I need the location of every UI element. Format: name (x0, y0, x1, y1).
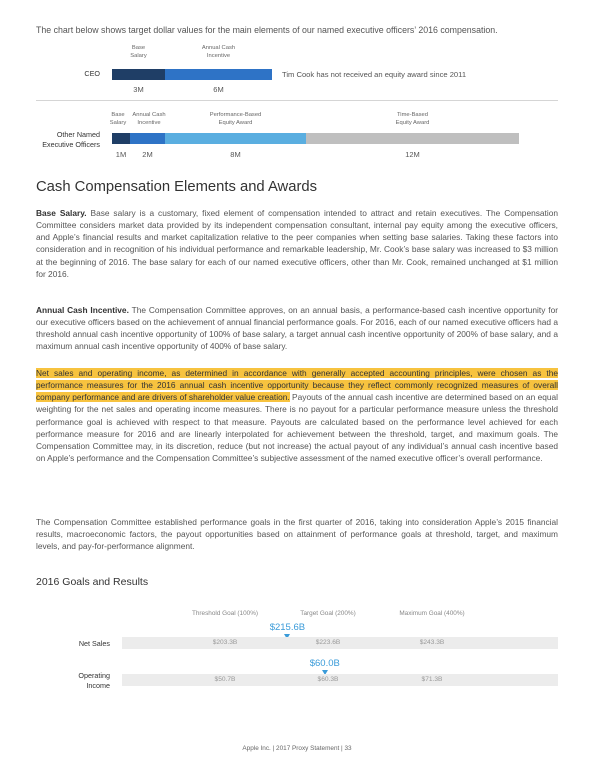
neo-perf-equity-value: 8M (230, 150, 241, 159)
net-sales-label: Net Sales (78, 639, 110, 648)
net-sales-target-value: $223.6B (315, 639, 341, 646)
ceo-cash-incentive-bar (165, 69, 272, 80)
net-sales-threshold-value: $203.3B (212, 639, 238, 646)
ceo-base-salary-value: 3M (133, 85, 144, 94)
neo-base-salary-label: Base Salary (109, 112, 127, 126)
annual-cash-paragraph: Annual Cash Incentive. The Compensation … (36, 304, 558, 353)
neo-perf-equity-label: Performance-Based Equity Award (209, 112, 262, 126)
operating-income-result-marker (321, 670, 328, 675)
operating-income-maximum-value: $71.3B (421, 676, 443, 683)
ceo-base-salary-label: Base Salary (130, 45, 147, 59)
operating-income-threshold-value: $50.7B (214, 676, 236, 683)
net-sales-result: $215.6B (269, 622, 306, 633)
operating-income-target-value: $60.3B (317, 676, 339, 683)
neo-perf-equity-bar (165, 133, 306, 144)
neo-base-salary-bar (112, 133, 130, 144)
neo-cash-incentive-label: Annual Cash Incentive (132, 112, 166, 126)
net-sales-maximum-value: $243.3B (419, 639, 445, 646)
base-salary-text: Base salary is a customary, fixed elemen… (36, 208, 558, 279)
neo-row-label: Other Named Executive Officers (42, 130, 100, 149)
neo-base-salary-value: 1M (115, 150, 127, 159)
base-salary-heading: Base Salary. (36, 208, 87, 218)
base-salary-paragraph: Base Salary. Base salary is a customary,… (36, 207, 558, 280)
neo-cash-incentive-bar (130, 133, 165, 144)
chart-divider (36, 100, 558, 101)
net-sales-track: $203.3B $223.6B $243.3B (122, 637, 558, 649)
section-title: Cash Compensation Elements and Awards (36, 179, 318, 195)
ceo-row-label: CEO (84, 69, 100, 78)
goals-paragraph: The Compensation Committee established p… (36, 517, 558, 552)
target-goal-header: Target Goal (200%) (300, 610, 356, 617)
annual-cash-heading: Annual Cash Incentive. (36, 305, 129, 315)
ceo-cash-incentive-label: Annual Cash Incentive (201, 45, 236, 59)
ceo-cash-incentive-value: 6M (213, 85, 224, 94)
neo-cash-incentive-value: 2M (142, 150, 153, 159)
neo-time-equity-value: 12M (405, 150, 420, 159)
net-sales-result-marker (284, 634, 291, 639)
maximum-goal-header: Maximum Goal (400%) (399, 610, 465, 617)
neo-time-equity-label: Time-Based Equity Award (395, 112, 430, 126)
page-footer: Apple Inc. | 2017 Proxy Statement | 33 (242, 745, 352, 752)
performance-measures-paragraph: Net sales and operating income, as deter… (36, 367, 558, 464)
threshold-goal-header: Threshold Goal (100%) (191, 610, 259, 617)
payout-text: Payouts of the annual cash incentive are… (36, 392, 559, 464)
ceo-base-salary-bar (112, 69, 165, 80)
chart-intro: The chart below shows target dollar valu… (36, 25, 498, 35)
operating-income-result: $60.0B (309, 658, 340, 669)
operating-income-track: $50.7B $60.3B $71.3B (122, 674, 558, 686)
neo-time-equity-bar (306, 133, 519, 144)
goals-title: 2016 Goals and Results (36, 576, 149, 588)
annual-cash-text: The Compensation Committee approves, on … (36, 305, 558, 352)
operating-income-label: Operating Income (78, 671, 110, 690)
ceo-equity-note: Tim Cook has not received an equity awar… (282, 70, 467, 79)
